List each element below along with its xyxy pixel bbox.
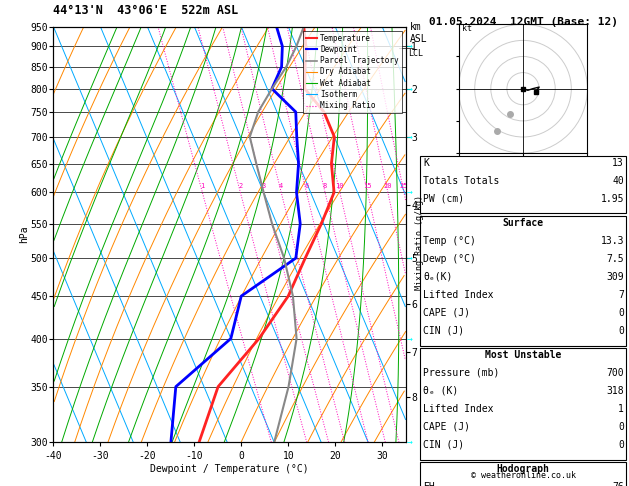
Text: 700: 700 bbox=[606, 368, 624, 378]
Text: 3: 3 bbox=[262, 183, 266, 189]
Text: km: km bbox=[410, 22, 422, 32]
Text: Totals Totals: Totals Totals bbox=[423, 176, 499, 186]
Y-axis label: hPa: hPa bbox=[19, 226, 29, 243]
Text: 0: 0 bbox=[618, 440, 624, 450]
Text: © weatheronline.co.uk: © weatheronline.co.uk bbox=[470, 471, 576, 480]
Text: Mixing Ratio (g/kg): Mixing Ratio (g/kg) bbox=[415, 195, 424, 291]
Text: CIN (J): CIN (J) bbox=[423, 440, 464, 450]
Text: →: → bbox=[406, 41, 412, 51]
Text: 76: 76 bbox=[612, 482, 624, 486]
Text: Dewp (°C): Dewp (°C) bbox=[423, 254, 476, 264]
Text: 7: 7 bbox=[618, 290, 624, 300]
Text: →: → bbox=[406, 253, 412, 263]
Text: 0: 0 bbox=[618, 326, 624, 336]
Text: 13.3: 13.3 bbox=[601, 236, 624, 246]
Text: 0: 0 bbox=[618, 422, 624, 432]
Text: 0: 0 bbox=[618, 308, 624, 318]
Text: 44°13'N  43°06'E  522m ASL: 44°13'N 43°06'E 522m ASL bbox=[53, 4, 239, 17]
Text: EH: EH bbox=[423, 482, 435, 486]
Text: 1: 1 bbox=[618, 404, 624, 414]
Text: →: → bbox=[406, 333, 412, 344]
Text: 01.05.2024  12GMT (Base: 12): 01.05.2024 12GMT (Base: 12) bbox=[428, 17, 618, 27]
Text: CIN (J): CIN (J) bbox=[423, 326, 464, 336]
Text: CAPE (J): CAPE (J) bbox=[423, 308, 470, 318]
Text: Pressure (mb): Pressure (mb) bbox=[423, 368, 499, 378]
Text: →: → bbox=[406, 84, 412, 94]
Text: 318: 318 bbox=[606, 386, 624, 396]
Text: θₑ(K): θₑ(K) bbox=[423, 272, 453, 282]
Text: →: → bbox=[406, 188, 412, 197]
Legend: Temperature, Dewpoint, Parcel Trajectory, Dry Adiabat, Wet Adiabat, Isotherm, Mi: Temperature, Dewpoint, Parcel Trajectory… bbox=[303, 31, 402, 113]
Text: 1.95: 1.95 bbox=[601, 194, 624, 204]
Text: 25: 25 bbox=[399, 183, 408, 189]
Text: 2: 2 bbox=[238, 183, 243, 189]
Text: CAPE (J): CAPE (J) bbox=[423, 422, 470, 432]
Text: →: → bbox=[406, 132, 412, 142]
Text: 15: 15 bbox=[364, 183, 372, 189]
Text: Lifted Index: Lifted Index bbox=[423, 404, 494, 414]
Text: LCL: LCL bbox=[408, 49, 423, 57]
Text: ASL: ASL bbox=[410, 34, 428, 44]
Text: 4: 4 bbox=[279, 183, 283, 189]
Text: θₑ (K): θₑ (K) bbox=[423, 386, 459, 396]
Text: Most Unstable: Most Unstable bbox=[485, 350, 561, 360]
Text: K: K bbox=[423, 158, 429, 168]
Text: 6: 6 bbox=[304, 183, 309, 189]
X-axis label: Dewpoint / Temperature (°C): Dewpoint / Temperature (°C) bbox=[150, 464, 309, 474]
Text: 10: 10 bbox=[336, 183, 344, 189]
Text: →: → bbox=[406, 437, 412, 447]
Text: 8: 8 bbox=[323, 183, 327, 189]
Text: PW (cm): PW (cm) bbox=[423, 194, 464, 204]
Text: kt: kt bbox=[462, 24, 472, 33]
Text: Temp (°C): Temp (°C) bbox=[423, 236, 476, 246]
Text: 7.5: 7.5 bbox=[606, 254, 624, 264]
Text: Surface: Surface bbox=[503, 218, 543, 228]
Text: Lifted Index: Lifted Index bbox=[423, 290, 494, 300]
Text: 20: 20 bbox=[384, 183, 392, 189]
Text: 309: 309 bbox=[606, 272, 624, 282]
Text: 40: 40 bbox=[612, 176, 624, 186]
Text: 1: 1 bbox=[200, 183, 204, 189]
Text: 13: 13 bbox=[612, 158, 624, 168]
Text: Hodograph: Hodograph bbox=[496, 464, 550, 474]
